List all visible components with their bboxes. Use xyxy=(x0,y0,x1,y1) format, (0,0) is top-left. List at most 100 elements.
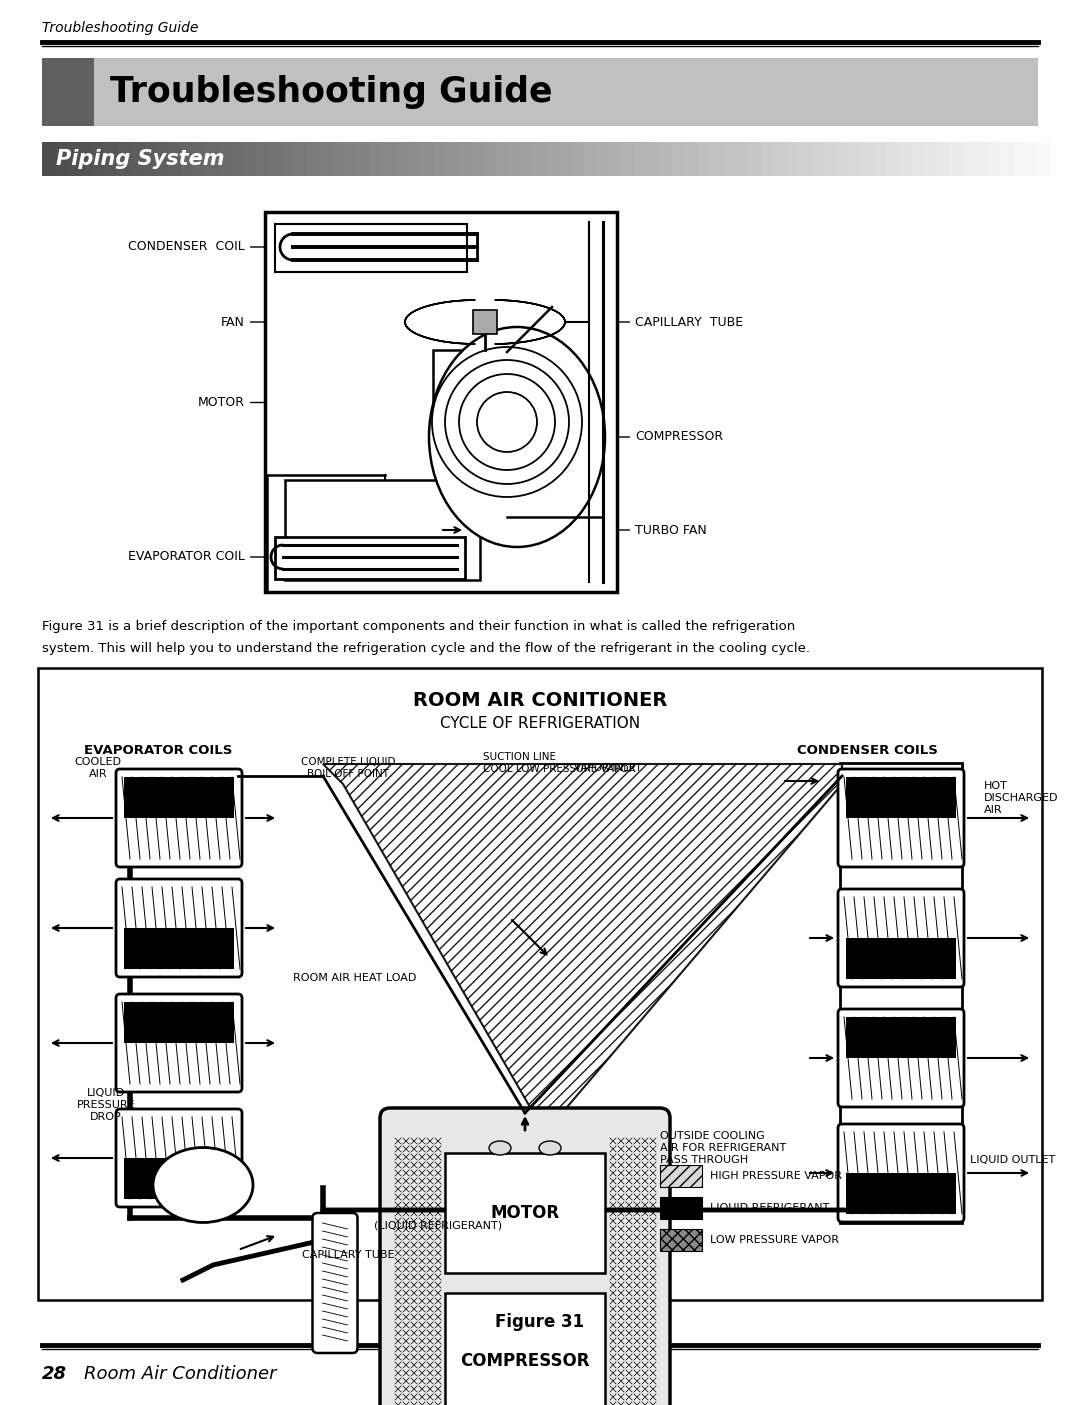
Bar xyxy=(67,142,81,176)
Bar xyxy=(975,142,988,176)
Bar xyxy=(345,142,359,176)
FancyBboxPatch shape xyxy=(116,993,242,1092)
Bar xyxy=(1038,142,1052,176)
Polygon shape xyxy=(323,764,842,1132)
Text: Piping System: Piping System xyxy=(56,149,225,169)
Bar xyxy=(256,142,270,176)
Text: MOTOR: MOTOR xyxy=(490,1204,559,1222)
Bar xyxy=(521,142,535,176)
Polygon shape xyxy=(496,301,565,344)
Bar xyxy=(798,142,812,176)
FancyBboxPatch shape xyxy=(838,1009,964,1107)
Bar xyxy=(698,142,711,176)
Bar xyxy=(786,142,799,176)
Bar xyxy=(294,142,308,176)
FancyBboxPatch shape xyxy=(838,889,964,986)
Bar xyxy=(118,142,131,176)
Text: ROOM AIR HEAT LOAD: ROOM AIR HEAT LOAD xyxy=(293,974,417,984)
Bar xyxy=(231,142,244,176)
FancyBboxPatch shape xyxy=(838,1124,964,1222)
Text: system. This will help you to understand the refrigeration cycle and the flow of: system. This will help you to understand… xyxy=(42,642,810,655)
Bar xyxy=(1025,142,1039,176)
Bar xyxy=(937,142,950,176)
Bar xyxy=(320,142,333,176)
Bar xyxy=(660,1165,702,1187)
Bar xyxy=(836,142,850,176)
Text: CAPILLARY TUBE: CAPILLARY TUBE xyxy=(301,1250,394,1260)
Bar xyxy=(846,1017,956,1058)
Bar xyxy=(685,142,699,176)
Bar xyxy=(962,142,976,176)
Text: LIQUID
PRESSURE
DROP: LIQUID PRESSURE DROP xyxy=(77,1089,135,1121)
Bar xyxy=(735,142,748,176)
Bar xyxy=(285,481,480,580)
Ellipse shape xyxy=(489,1141,511,1155)
Bar xyxy=(275,223,467,273)
Bar xyxy=(369,142,383,176)
Ellipse shape xyxy=(539,1141,561,1155)
Text: COMPRESSOR: COMPRESSOR xyxy=(609,430,724,444)
Text: SUCTION LINE
COOL LOW PRESSURE VAPOR: SUCTION LINE COOL LOW PRESSURE VAPOR xyxy=(483,752,636,774)
Bar xyxy=(307,142,320,176)
Bar xyxy=(862,142,875,176)
Bar xyxy=(1000,142,1014,176)
FancyBboxPatch shape xyxy=(116,880,242,976)
Bar xyxy=(80,142,93,176)
Text: EVAPORATOR COILS: EVAPORATOR COILS xyxy=(84,743,232,756)
Bar xyxy=(723,142,737,176)
FancyBboxPatch shape xyxy=(116,769,242,867)
Bar xyxy=(473,311,497,334)
Bar xyxy=(282,142,295,176)
Bar xyxy=(571,142,585,176)
Bar xyxy=(180,142,194,176)
Bar xyxy=(42,58,1038,126)
Text: TURBO FAN: TURBO FAN xyxy=(593,524,706,537)
Bar xyxy=(840,763,962,1222)
Bar xyxy=(660,1197,702,1220)
Bar xyxy=(445,142,459,176)
Text: COMPRESSOR: COMPRESSOR xyxy=(460,1352,590,1370)
FancyBboxPatch shape xyxy=(838,769,964,867)
Text: Figure 31: Figure 31 xyxy=(496,1314,584,1331)
Text: COOLED
AIR: COOLED AIR xyxy=(75,757,121,778)
Bar xyxy=(275,537,465,579)
Bar xyxy=(949,142,963,176)
Bar xyxy=(874,142,888,176)
Text: HOT
DISCHARGED
AIR: HOT DISCHARGED AIR xyxy=(984,781,1058,815)
Bar xyxy=(635,142,648,176)
Bar xyxy=(124,777,234,818)
Bar xyxy=(458,142,472,176)
Text: FAN: FAN xyxy=(221,316,403,329)
Bar xyxy=(332,142,346,176)
Bar xyxy=(496,142,510,176)
Bar xyxy=(912,142,926,176)
Ellipse shape xyxy=(429,327,605,547)
Bar xyxy=(660,142,673,176)
Text: LIQUID REFRIGERANT: LIQUID REFRIGERANT xyxy=(710,1203,829,1213)
Bar xyxy=(647,142,661,176)
Bar xyxy=(445,1293,605,1405)
Bar xyxy=(846,939,956,979)
Bar xyxy=(168,142,181,176)
Text: Room Air Conditioner: Room Air Conditioner xyxy=(84,1366,276,1383)
Bar xyxy=(445,1154,605,1273)
Bar xyxy=(218,142,232,176)
Bar xyxy=(846,777,956,818)
Bar xyxy=(143,142,157,176)
Bar xyxy=(597,142,610,176)
Bar xyxy=(622,142,635,176)
Bar xyxy=(395,142,408,176)
Text: CONDENSER COILS: CONDENSER COILS xyxy=(797,743,937,756)
Bar xyxy=(711,142,724,176)
Bar xyxy=(38,667,1042,1300)
Bar xyxy=(105,142,119,176)
Bar xyxy=(124,1002,234,1043)
Text: OUTSIDE COOLING
AIR FOR REFRIGERANT
PASS THROUGH: OUTSIDE COOLING AIR FOR REFRIGERANT PASS… xyxy=(660,1131,786,1165)
Bar xyxy=(269,142,282,176)
Text: CONDENSER  COIL: CONDENSER COIL xyxy=(129,240,288,253)
Bar xyxy=(987,142,1001,176)
Bar xyxy=(483,142,497,176)
Bar xyxy=(357,142,370,176)
Bar xyxy=(559,142,572,176)
Text: Troubleshooting Guide: Troubleshooting Guide xyxy=(110,74,553,110)
